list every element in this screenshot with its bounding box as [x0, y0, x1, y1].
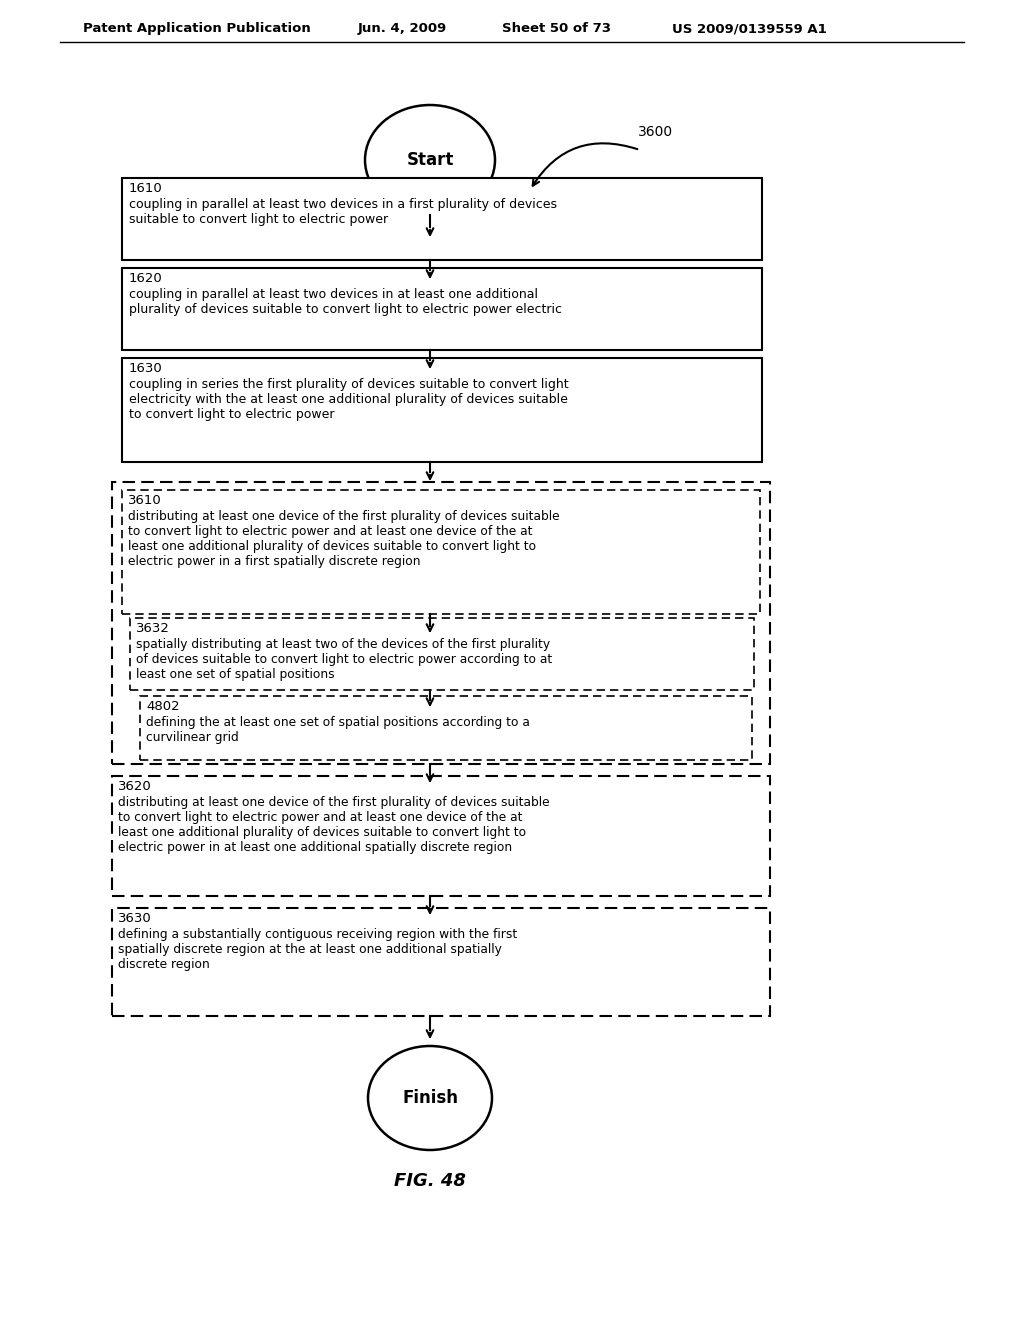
- Text: spatially distributing at least two of the devices of the first plurality
of dev: spatially distributing at least two of t…: [136, 638, 552, 681]
- Text: Patent Application Publication: Patent Application Publication: [83, 22, 310, 36]
- Bar: [112, 908, 770, 1016]
- Text: Sheet 50 of 73: Sheet 50 of 73: [502, 22, 611, 36]
- Bar: [122, 490, 760, 614]
- Text: coupling in series the first plurality of devices suitable to convert light
elec: coupling in series the first plurality o…: [129, 378, 568, 421]
- Text: coupling in parallel at least two devices in a first plurality of devices
suitab: coupling in parallel at least two device…: [129, 198, 557, 226]
- Bar: [122, 268, 762, 350]
- Text: coupling in parallel at least two devices in at least one additional
plurality o: coupling in parallel at least two device…: [129, 288, 562, 315]
- Ellipse shape: [368, 1045, 492, 1150]
- Text: FIG. 48: FIG. 48: [394, 1172, 466, 1191]
- Text: distributing at least one device of the first plurality of devices suitable
to c: distributing at least one device of the …: [128, 510, 560, 568]
- Text: distributing at least one device of the first plurality of devices suitable
to c: distributing at least one device of the …: [118, 796, 550, 854]
- Text: Finish: Finish: [402, 1089, 458, 1107]
- Text: defining a substantially contiguous receiving region with the first
spatially di: defining a substantially contiguous rece…: [118, 928, 517, 972]
- Bar: [130, 618, 754, 690]
- Text: 1630: 1630: [129, 362, 163, 375]
- Text: 3600: 3600: [638, 125, 673, 139]
- Bar: [112, 776, 770, 896]
- Text: 1620: 1620: [129, 272, 163, 285]
- Text: 1610: 1610: [129, 182, 163, 195]
- Text: US 2009/0139559 A1: US 2009/0139559 A1: [672, 22, 826, 36]
- Bar: [140, 696, 752, 760]
- Bar: [122, 358, 762, 462]
- Bar: [122, 178, 762, 260]
- Text: 4802: 4802: [146, 700, 179, 713]
- Text: 3610: 3610: [128, 494, 162, 507]
- Text: 3632: 3632: [136, 622, 170, 635]
- Text: Start: Start: [407, 150, 454, 169]
- Text: 3620: 3620: [118, 780, 152, 793]
- Text: Jun. 4, 2009: Jun. 4, 2009: [358, 22, 447, 36]
- Text: defining the at least one set of spatial positions according to a
curvilinear gr: defining the at least one set of spatial…: [146, 715, 529, 744]
- Ellipse shape: [365, 106, 495, 215]
- Bar: [112, 482, 770, 764]
- Text: 3630: 3630: [118, 912, 152, 925]
